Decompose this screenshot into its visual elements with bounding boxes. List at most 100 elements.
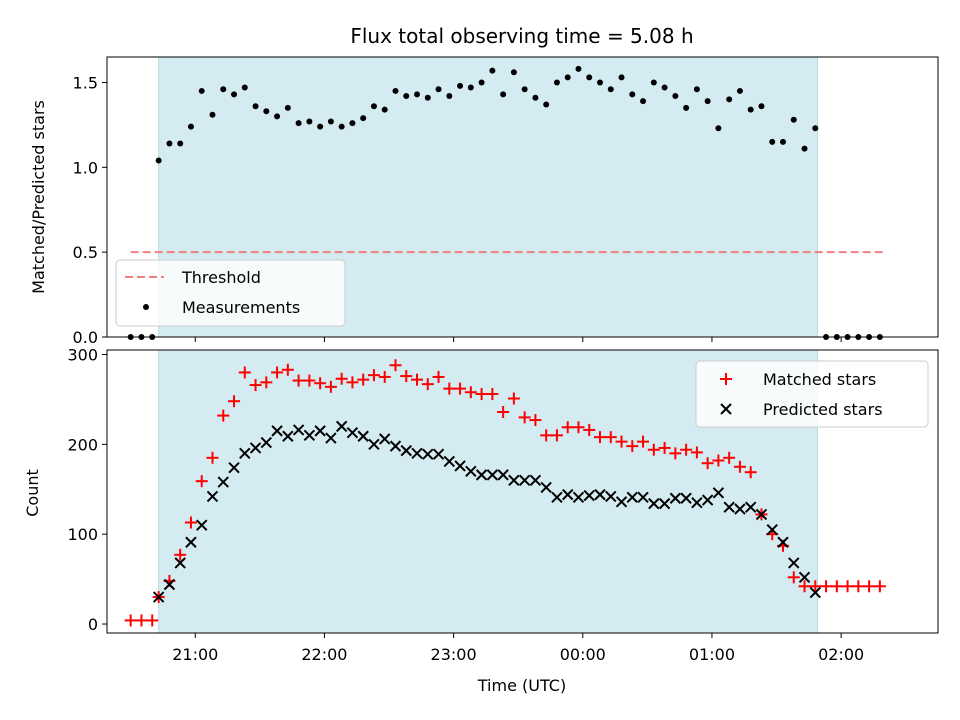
bottom-matched-point	[873, 580, 886, 593]
bottom-predicted-point	[389, 440, 402, 452]
bottom-x-tick-label: 01:00	[689, 645, 735, 664]
bottom-predicted-point	[788, 557, 800, 569]
bottom-predicted-point	[615, 496, 628, 508]
legend-threshold-label: Threshold	[181, 268, 261, 287]
bottom-predicted-point	[680, 492, 692, 504]
bottom-matched-point	[637, 435, 650, 448]
bottom-predicted-point	[798, 571, 811, 584]
bottom-predicted-point	[497, 469, 509, 481]
bottom-predicted-point	[658, 497, 671, 510]
bottom-predicted-point	[551, 491, 563, 504]
top-measurement-point	[553, 79, 560, 86]
top-measurement-point	[543, 101, 550, 108]
top-measurement-point	[597, 79, 604, 86]
bottom-matched-point	[863, 580, 876, 593]
top-measurement-point	[187, 123, 194, 130]
top-measurement-point	[790, 116, 797, 123]
bottom-predicted-point	[766, 523, 778, 536]
bottom-predicted-point	[626, 491, 639, 504]
bottom-predicted-point	[529, 474, 542, 486]
bottom-predicted-point	[411, 447, 423, 460]
bottom-predicted-point	[443, 455, 456, 468]
top-measurement-point	[414, 91, 421, 98]
bottom-predicted-point	[292, 424, 305, 436]
bottom-predicted-point	[691, 497, 703, 509]
top-y-tick-label: 1.0	[73, 158, 98, 177]
bottom-matched-point	[820, 580, 833, 593]
bottom-predicted-point	[368, 438, 380, 451]
legend-matched-label: Matched stars	[763, 370, 876, 389]
top-measurement-point	[693, 86, 700, 93]
top-measurement-point	[607, 86, 614, 93]
bottom-matched-point	[723, 451, 736, 464]
bottom-matched-point	[594, 431, 607, 444]
bottom-predicted-point	[648, 497, 660, 510]
bottom-matched-point	[540, 429, 553, 442]
bottom-predicted-point	[152, 591, 165, 603]
top-measurement-point	[327, 118, 334, 125]
bottom-matched-point	[271, 366, 284, 379]
top-measurement-point	[241, 84, 248, 91]
top-measurement-point	[370, 103, 377, 110]
bottom-matched-point	[615, 435, 628, 448]
bottom-predicted-point	[228, 461, 240, 474]
bottom-matched-point	[228, 395, 241, 408]
bottom-predicted-point	[518, 474, 531, 486]
chart-title: Flux total observing time = 5.08 h	[350, 24, 693, 48]
bottom-x-tick-label: 02:00	[818, 645, 864, 664]
bottom-predicted-point	[594, 488, 606, 501]
bottom-predicted-point	[260, 436, 273, 449]
top-measurement-point	[736, 87, 743, 94]
bottom-matched-point	[798, 580, 811, 593]
bottom-y-tick-label: 300	[67, 345, 98, 364]
bottom-matched-point	[184, 516, 197, 529]
top-measurement-point	[424, 94, 431, 101]
bottom-matched-point	[443, 382, 456, 395]
bottom-predicted-point	[346, 426, 359, 439]
bottom-predicted-point	[249, 442, 262, 454]
bottom-predicted-point	[744, 501, 757, 513]
bottom-x-tick-label: 00:00	[560, 645, 606, 664]
top-measurement-point	[392, 87, 399, 94]
bottom-predicted-point	[540, 481, 552, 494]
bottom-matched-point	[626, 440, 639, 453]
bottom-matched-point	[303, 374, 316, 387]
top-measurement-point	[446, 93, 453, 100]
bottom-matched-point	[529, 414, 542, 427]
bottom-matched-point	[852, 580, 865, 593]
top-measurement-point	[209, 111, 216, 118]
bottom-predicted-point	[777, 536, 789, 548]
bottom-matched-point	[497, 405, 510, 418]
top-measurement-point	[629, 91, 636, 98]
bottom-matched-point	[561, 421, 574, 434]
bottom-matched-point	[432, 370, 445, 383]
bottom-predicted-point	[465, 465, 477, 477]
bottom-matched-point	[292, 374, 305, 387]
bottom-matched-point	[411, 373, 424, 386]
bottom-predicted-point	[335, 420, 348, 433]
bottom-predicted-point	[755, 508, 768, 521]
top-legend: Threshold Measurements	[115, 259, 346, 327]
bottom-predicted-point	[809, 586, 821, 599]
bottom-matched-point	[217, 409, 230, 422]
bottom-matched-point	[550, 429, 563, 442]
bottom-predicted-point	[314, 425, 326, 437]
bottom-matched-point	[335, 372, 348, 385]
top-y-axis-label: Matched/Predicted stars	[29, 100, 48, 294]
bottom-matched-point	[583, 423, 596, 436]
top-measurement-point	[640, 98, 647, 105]
top-measurement-point	[801, 145, 808, 152]
bottom-matched-point	[787, 571, 800, 584]
top-measurement-point	[575, 65, 582, 72]
bottom-y-tick-label: 0	[88, 615, 98, 634]
bottom-predicted-point	[723, 501, 735, 513]
bottom-matched-point	[475, 388, 488, 401]
bottom-y-tick-label: 100	[67, 525, 98, 544]
top-measurement-point	[155, 157, 162, 164]
top-measurement-point	[726, 96, 733, 103]
bottom-matched-point	[324, 380, 337, 393]
bottom-predicted-point	[637, 491, 649, 504]
top-measurement-point	[500, 91, 507, 98]
bottom-matched-point	[841, 580, 854, 593]
